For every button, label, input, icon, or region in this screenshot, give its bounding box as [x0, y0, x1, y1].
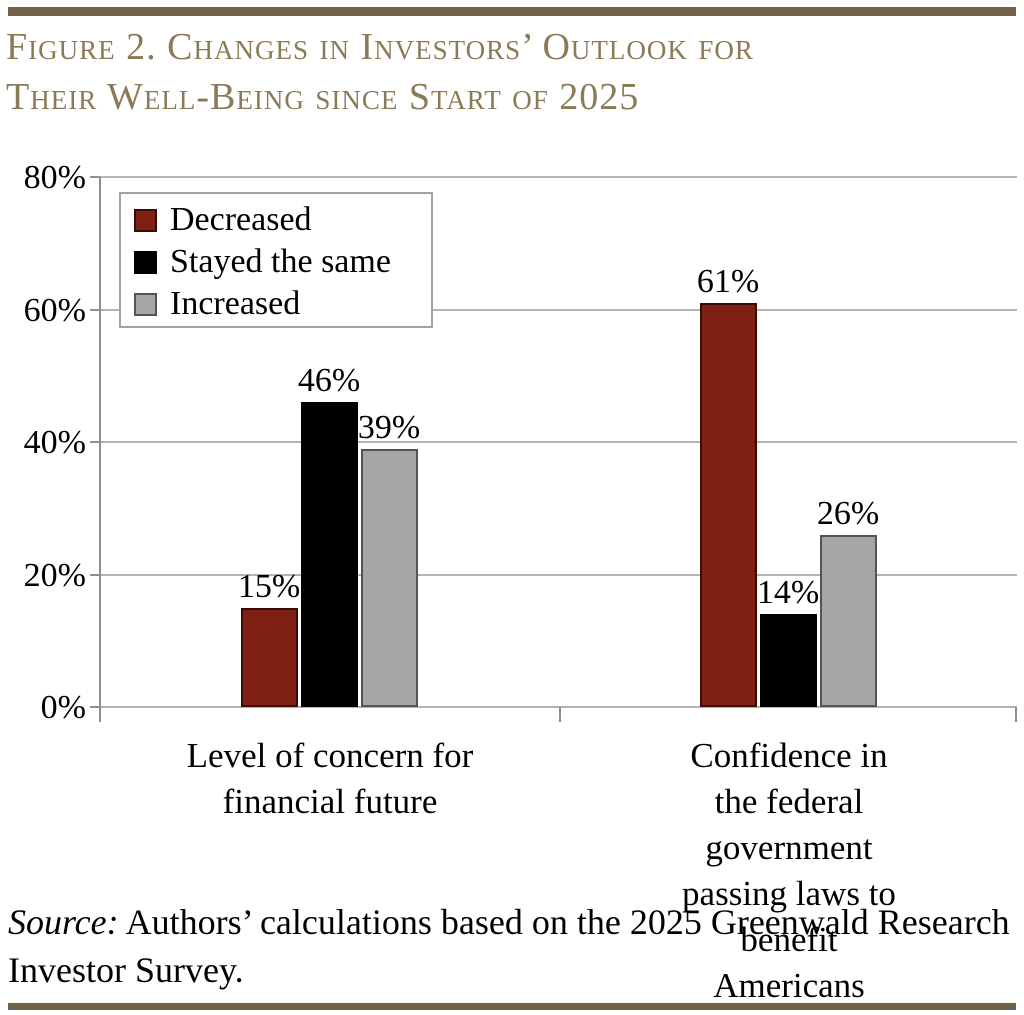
bar-value-label: 61% — [696, 263, 760, 300]
category-label: Confidence in the federal government pas… — [682, 736, 896, 1005]
bottom-rule — [8, 1003, 1016, 1010]
y-axis-tick — [90, 176, 100, 178]
gridline — [100, 441, 1017, 443]
gridline — [100, 573, 1017, 576]
y-axis-tick-label: 80% — [23, 159, 86, 196]
legend-label: Increased — [170, 285, 301, 322]
legend-item-increased: Increased — [134, 283, 431, 325]
source-label: Source: — [8, 902, 119, 942]
y-axis-tick-label: 60% — [23, 291, 86, 329]
y-axis-tick — [90, 706, 100, 708]
y-axis-line — [99, 177, 101, 722]
legend-item-decreased: Decreased — [134, 199, 431, 241]
bar-decreased — [241, 608, 298, 707]
x-axis-tick — [559, 707, 561, 722]
y-axis-tick-label: 0% — [40, 689, 86, 726]
legend-label: Stayed the same — [170, 243, 391, 280]
y-axis-tick — [90, 308, 100, 311]
decreased-swatch-icon — [134, 208, 157, 232]
legend-item-stayed-the-same: Stayed the same — [134, 241, 431, 283]
y-axis-tick — [90, 573, 100, 576]
bar-decreased — [700, 303, 757, 707]
bar-stayed-the-same — [760, 614, 817, 707]
bar-increased — [820, 535, 877, 707]
source-text: Authors’ calculations based on the 2025 … — [8, 902, 1010, 990]
bar-value-label: 26% — [816, 495, 880, 532]
x-axis-tick — [1015, 707, 1017, 722]
category-label: Level of concern for financial future — [186, 736, 474, 821]
bar-value-label: 39% — [357, 409, 421, 446]
figure-title: Figure 2. Changes in Investors’ Outlook … — [6, 26, 754, 118]
bar-value-label: 14% — [756, 574, 820, 611]
y-axis-tick-label: 20% — [23, 556, 86, 594]
y-axis-tick — [90, 441, 100, 443]
bar-value-label: 15% — [237, 568, 301, 605]
gridline — [100, 176, 1017, 178]
gridline — [100, 706, 1017, 708]
legend-label: Decreased — [170, 201, 312, 238]
bar-value-label: 46% — [297, 362, 361, 399]
bar-stayed-the-same — [301, 402, 358, 707]
y-axis-tick-label: 40% — [23, 424, 86, 461]
bar-increased — [361, 449, 418, 707]
top-rule — [8, 7, 1016, 16]
gridline — [100, 308, 1017, 311]
increased-swatch-icon — [134, 292, 157, 316]
stayed-the-same-swatch-icon — [134, 250, 157, 274]
chart-legend: Decreased Stayed the same Increased — [119, 192, 433, 328]
source-note: Source: Authors’ calculations based on t… — [8, 898, 1010, 994]
